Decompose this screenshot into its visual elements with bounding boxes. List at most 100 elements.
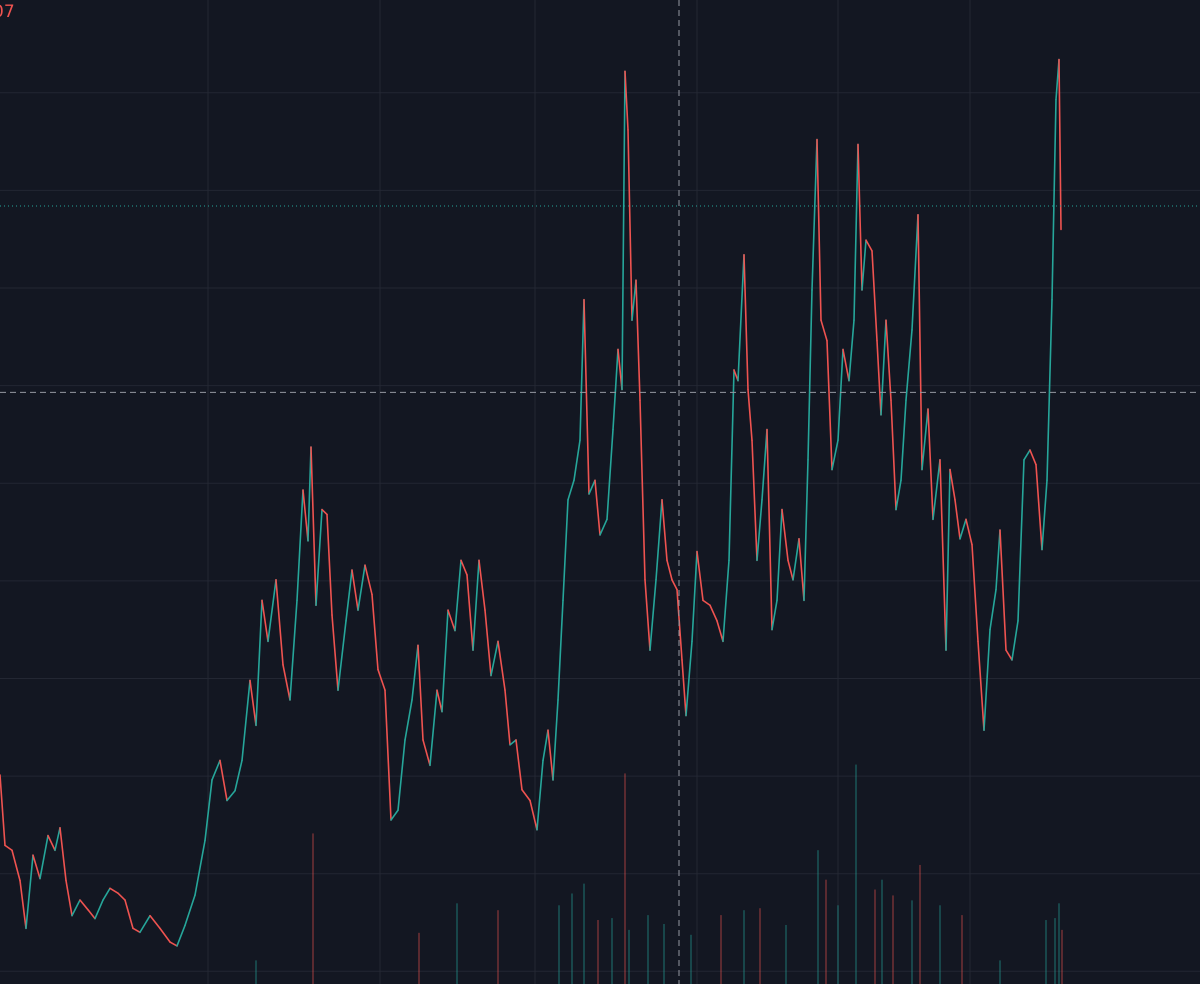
line-segment [404, 699, 413, 741]
line-segment [1041, 479, 1048, 551]
line-segment [504, 689, 511, 746]
line-segment [807, 289, 813, 461]
line-segment [865, 239, 873, 252]
line-segment [47, 834, 56, 852]
line-segment [497, 640, 506, 691]
line-segment [321, 508, 328, 516]
line-segment [302, 489, 309, 542]
volume-bar [837, 905, 839, 984]
line-segment [509, 739, 517, 746]
line-segment [255, 599, 263, 727]
volume-bar [1054, 918, 1056, 984]
line-segment [25, 854, 34, 930]
line-segment [971, 543, 979, 643]
line-segment [562, 499, 569, 602]
line-segment [79, 899, 89, 911]
line-segment [999, 529, 1007, 651]
line-segment [798, 538, 805, 602]
line-segment [606, 428, 614, 521]
line-segment [11, 849, 21, 882]
line-segment [1051, 98, 1057, 301]
line-segment [0, 774, 6, 847]
line-segment [939, 458, 947, 651]
line-segment [32, 854, 41, 880]
line-segment [441, 609, 449, 713]
line-segment [826, 339, 833, 471]
line-segment [249, 679, 257, 727]
line-segment [945, 468, 951, 651]
line-segment [39, 834, 49, 880]
line-segment [756, 499, 763, 562]
line-segment [4, 844, 13, 852]
line-segment [390, 809, 399, 821]
volume-bar [743, 910, 745, 984]
line-segment [460, 559, 468, 576]
line-segment [599, 518, 608, 536]
volume-bar [911, 900, 913, 984]
line-segment [631, 279, 637, 321]
volume-bar [624, 773, 626, 984]
volume-bar [785, 924, 787, 984]
line-segment [911, 213, 919, 331]
line-segment [542, 729, 549, 762]
volume-bar [690, 934, 692, 984]
line-segment [429, 689, 438, 767]
line-segment [880, 319, 887, 416]
line-segment [282, 663, 291, 701]
line-segment [234, 759, 243, 792]
line-segment [685, 640, 693, 717]
line-segment [384, 689, 392, 821]
line-segment [478, 559, 486, 611]
line-segment [751, 439, 758, 562]
line-segment [890, 399, 897, 511]
line-segment [211, 759, 221, 781]
volume-bar [571, 893, 573, 984]
line-segment [1035, 463, 1043, 551]
line-segment [681, 659, 687, 717]
line-segment [737, 253, 745, 382]
line-segment [515, 739, 523, 791]
volume-bar [418, 932, 420, 984]
line-segment [326, 513, 333, 616]
volume-bar [855, 764, 857, 984]
line-segment [169, 941, 178, 947]
volume-bar [497, 910, 499, 984]
line-segment [552, 699, 559, 781]
line-segment [19, 879, 27, 930]
volume-bar [720, 915, 722, 984]
line-segment [900, 399, 907, 482]
line-segment [109, 887, 119, 895]
line-segment [716, 620, 724, 643]
volume-layer [255, 764, 1063, 984]
line-segment [573, 439, 581, 482]
line-segment [567, 479, 575, 501]
line-segment [949, 468, 956, 501]
line-segment [885, 319, 892, 402]
line-segment [959, 518, 967, 540]
line-segment [671, 579, 678, 591]
line-segment [176, 924, 186, 947]
line-segment [261, 599, 269, 643]
line-segment [1046, 298, 1053, 482]
line-segment [124, 899, 134, 930]
line-segment [771, 599, 778, 631]
line-segment [876, 339, 882, 416]
line-segment [547, 729, 554, 781]
volume-bar [939, 905, 941, 984]
volume-bar [961, 915, 963, 984]
line-segment [853, 143, 859, 321]
line-segment [842, 348, 850, 382]
line-segment [837, 348, 844, 442]
line-segment [411, 644, 419, 701]
volume-bar [1045, 920, 1047, 984]
symbol-label: 07 [0, 2, 15, 22]
line-segment [315, 508, 323, 607]
line-segment [639, 399, 646, 581]
line-segment [655, 499, 663, 581]
line-segment [54, 827, 61, 852]
line-segment [579, 298, 585, 442]
line-segment [447, 609, 456, 632]
line-segment [635, 279, 641, 402]
line-segment [345, 569, 353, 622]
